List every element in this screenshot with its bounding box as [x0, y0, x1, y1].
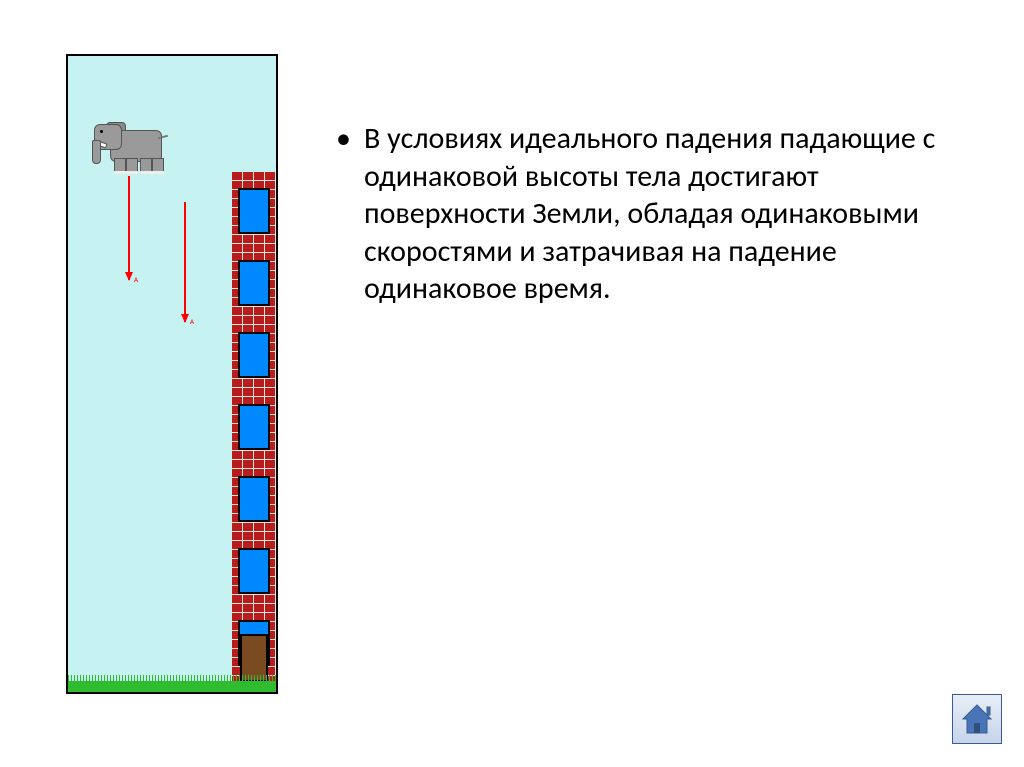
bullet-item: В условиях идеального падения падающие с…	[336, 120, 950, 308]
building-window	[238, 332, 270, 378]
body-text: В условиях идеального падения падающие с…	[336, 120, 950, 308]
elephant-icon	[92, 116, 174, 176]
building-windows	[238, 188, 270, 666]
building-window	[238, 188, 270, 234]
building-window	[238, 260, 270, 306]
arrow-label: A	[190, 317, 194, 326]
home-button[interactable]	[952, 694, 1002, 744]
building	[232, 172, 276, 682]
free-fall-illustration: A A	[66, 54, 278, 694]
grass-blades	[68, 675, 276, 681]
house-icon	[959, 701, 995, 737]
grass	[68, 681, 276, 692]
velocity-arrow: A	[128, 176, 130, 280]
arrow-label: A	[134, 275, 138, 284]
building-window	[238, 476, 270, 522]
building-window	[238, 548, 270, 594]
slide: A A В условиях идеального падения падающ…	[0, 0, 1024, 767]
building-window	[238, 404, 270, 450]
velocity-arrow: A	[184, 202, 186, 322]
